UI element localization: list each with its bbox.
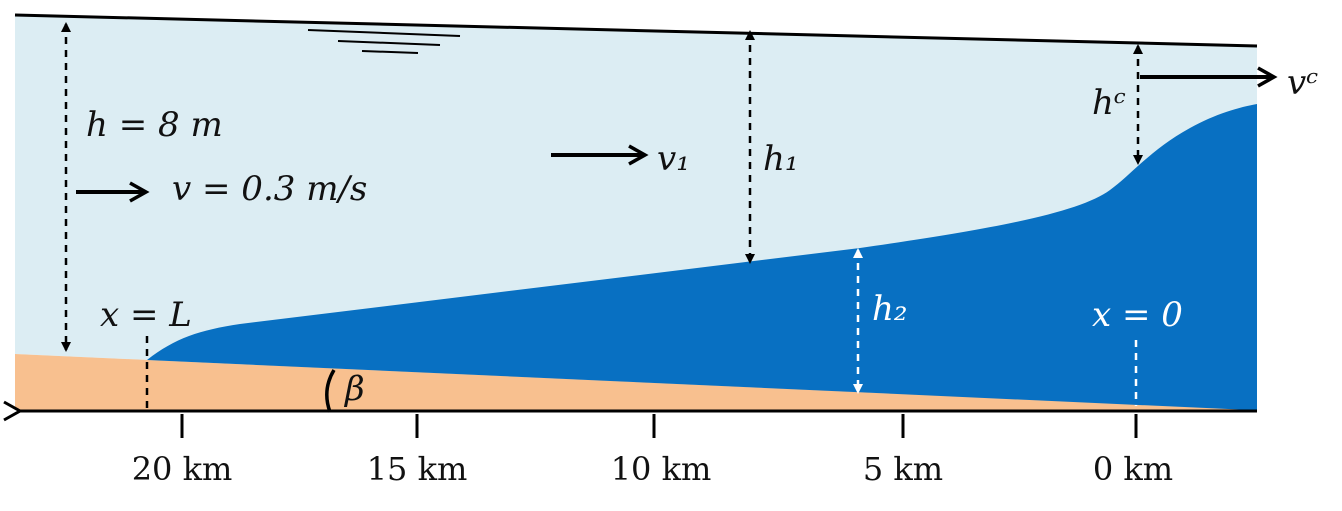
tick-label-10km: 10 km <box>611 450 712 488</box>
beta-angle-arc <box>325 369 336 413</box>
water-surface-line <box>14 13 1258 48</box>
tick-label-15km: 15 km <box>367 450 468 488</box>
tick-label-5km: 5 km <box>863 450 943 488</box>
water-surface-symbol <box>307 29 461 54</box>
h2-label: h₂ <box>872 289 908 329</box>
x-L-label: x = L <box>100 295 192 335</box>
depth-label: h = 8 m <box>86 105 223 145</box>
vc-label: vᶜ <box>1287 63 1318 103</box>
lower-dense-layer <box>147 104 1257 410</box>
inflow-velocity-label: v = 0.3 m/s <box>172 169 367 209</box>
x-0-label: x = 0 <box>1092 295 1183 335</box>
tick-label-20km: 20 km <box>132 450 233 488</box>
beta-label: β <box>343 369 365 409</box>
axis-ticks <box>180 414 1138 438</box>
v1-label: v₁ <box>657 139 690 179</box>
hc-label: hᶜ <box>1092 83 1126 123</box>
h1-label: h₁ <box>763 139 799 179</box>
tick-label-0km: 0 km <box>1093 450 1173 488</box>
